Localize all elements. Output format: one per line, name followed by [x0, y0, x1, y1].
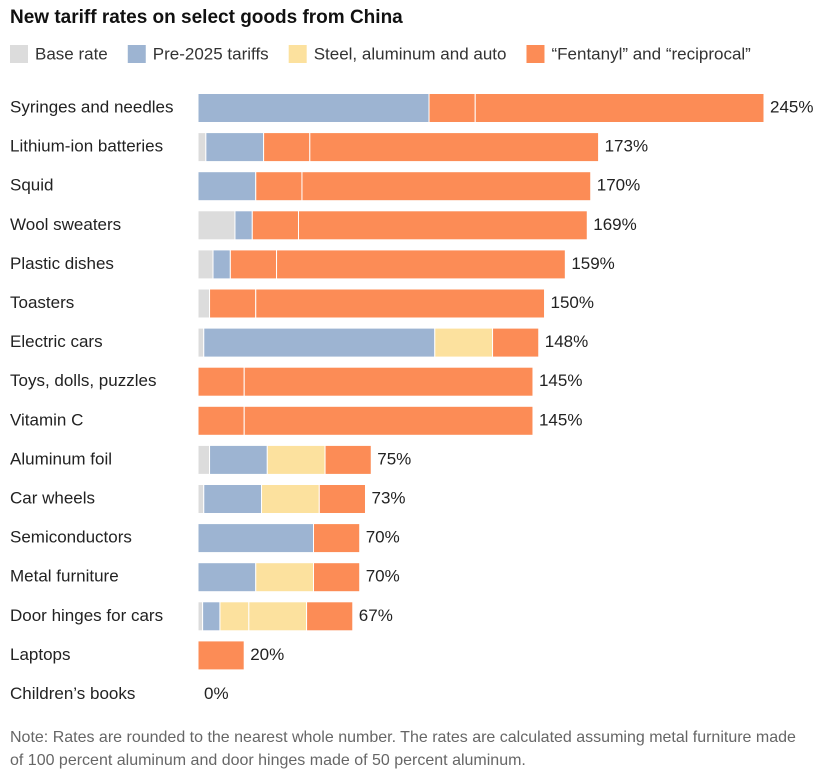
total-label: 73% — [371, 488, 405, 507]
category-label: Semiconductors — [10, 528, 132, 547]
bar-segment — [434, 327, 494, 358]
bar-segment — [266, 444, 326, 475]
bar-segment — [197, 93, 430, 123]
bar-segment — [197, 601, 204, 632]
bar-segment — [428, 93, 476, 123]
category-label: Syringes and needles — [10, 97, 174, 116]
bar-segment — [209, 288, 257, 319]
bar-segment — [255, 288, 546, 319]
bar-segment — [313, 562, 361, 593]
bar-segment — [205, 132, 265, 163]
bar-segment — [243, 366, 534, 397]
bar-segment — [313, 523, 361, 554]
category-label: Lithium-ion batteries — [10, 137, 163, 156]
bar-segment — [197, 405, 245, 436]
total-label: 150% — [551, 293, 594, 312]
note: Note: Rates are rounded to the nearest w… — [10, 729, 796, 769]
category-label: Car wheels — [10, 488, 95, 507]
legend-swatch — [127, 45, 146, 63]
bar-segment — [197, 327, 205, 358]
bar-segment — [197, 366, 245, 397]
bar-segment — [203, 327, 436, 358]
total-label: 0% — [204, 684, 229, 703]
bar-segment — [301, 171, 592, 202]
legend-label: Pre-2025 tariffs — [153, 44, 269, 63]
bar-segment — [202, 601, 221, 632]
chart-title: New tariff rates on select goods from Ch… — [10, 7, 403, 28]
total-label: 170% — [597, 176, 640, 195]
category-label: Laptops — [10, 645, 71, 664]
total-label: 169% — [593, 215, 636, 234]
bar-segment — [197, 484, 205, 514]
bar-segment — [306, 601, 354, 632]
bar-segment — [492, 327, 540, 358]
bar-segment — [474, 93, 765, 123]
bar-segment — [229, 249, 278, 280]
bar-segment — [297, 210, 588, 241]
category-label: Squid — [10, 176, 53, 195]
legend-label: Steel, aluminum and auto — [314, 44, 507, 63]
total-label: 145% — [539, 410, 582, 429]
bar-segment — [212, 249, 231, 280]
total-label: 159% — [571, 254, 614, 273]
category-label: Door hinges for cars — [10, 606, 163, 625]
bar-segment — [255, 171, 303, 202]
category-label: Children’s books — [10, 684, 135, 703]
bar-segment — [197, 523, 315, 554]
legend-label: “Fentanyl” and “reciprocal” — [551, 44, 751, 63]
total-label: 75% — [377, 449, 411, 468]
bar-segment — [197, 444, 211, 475]
bar-segment — [309, 132, 600, 163]
bar-segment — [255, 562, 315, 593]
category-label: Vitamin C — [10, 410, 83, 429]
bar-segment — [318, 484, 366, 514]
legend-swatch — [526, 45, 545, 63]
category-label: Toys, dolls, puzzles — [10, 371, 156, 390]
category-label: Metal furniture — [10, 567, 119, 586]
category-label: Aluminum foil — [10, 449, 112, 468]
legend-label: Base rate — [35, 44, 108, 63]
total-label: 70% — [366, 567, 400, 586]
legend-swatch — [10, 45, 28, 63]
bar-segment — [261, 484, 320, 514]
bar-segment — [209, 444, 268, 475]
bar-segment — [203, 484, 263, 514]
legend-swatch — [288, 45, 307, 63]
bar-segment — [276, 249, 566, 280]
bar-segment — [243, 405, 534, 436]
bar-segment — [219, 601, 250, 632]
bar-segment — [197, 210, 236, 241]
category-label: Wool sweaters — [10, 215, 121, 234]
bar-segment — [197, 562, 257, 593]
category-label: Electric cars — [10, 332, 103, 351]
bar-segment — [197, 171, 257, 202]
bar-segment — [197, 288, 211, 319]
bar-segment — [251, 210, 299, 241]
bar-segment — [197, 640, 245, 671]
total-label: 148% — [545, 332, 588, 351]
total-label: 67% — [359, 606, 393, 625]
total-label: 20% — [250, 645, 284, 664]
category-label: Toasters — [10, 293, 74, 312]
bar-segment — [197, 132, 207, 163]
bar-segment — [263, 132, 311, 163]
total-label: 70% — [366, 528, 400, 547]
bar-segment — [197, 249, 214, 280]
bar-segment — [324, 444, 372, 475]
total-label: 173% — [605, 137, 648, 156]
chart: New tariff rates on select goods from Ch… — [10, 7, 813, 703]
category-label: Plastic dishes — [10, 254, 114, 273]
bar-segment — [248, 601, 308, 632]
total-label: 245% — [770, 97, 813, 116]
bar-segment — [234, 210, 253, 241]
total-label: 145% — [539, 371, 582, 390]
